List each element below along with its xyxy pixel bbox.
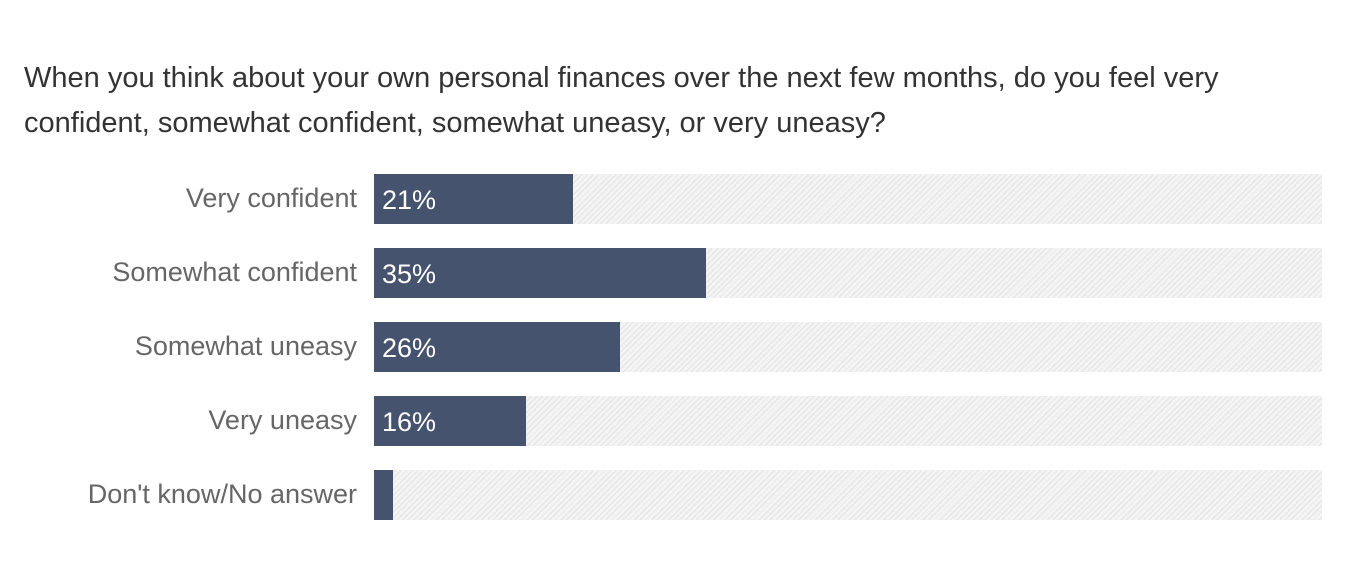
category-label: Very confident [185, 183, 357, 213]
bar [374, 470, 393, 520]
bar-row: Very confident 21% [0, 174, 1350, 224]
bar-row: Somewhat confident 35% [0, 248, 1350, 298]
bar-track: 21% [374, 174, 1322, 224]
chart-title: When you think about your own personal f… [24, 62, 1219, 139]
bar: 21% [374, 174, 573, 224]
category-label: Very uneasy [208, 405, 357, 435]
bar-track: 35% [374, 248, 1322, 298]
bar: 16% [374, 396, 526, 446]
bar: 35% [374, 248, 706, 298]
bar-track [374, 470, 1322, 520]
bar-value-label: 16% [382, 407, 437, 437]
category-label: Somewhat uneasy [134, 331, 357, 361]
bar-track: 26% [374, 322, 1322, 372]
bar-row: Somewhat uneasy 26% [0, 322, 1350, 372]
bar-row: Don't know/No answer [0, 470, 1350, 520]
bar-value-label: 26% [382, 333, 437, 363]
bar-value-label: 21% [382, 185, 437, 215]
bar-row: Very uneasy 16% [0, 396, 1350, 446]
bar-track: 16% [374, 396, 1322, 446]
category-label: Don't know/No answer [87, 479, 357, 509]
bar: 26% [374, 322, 620, 372]
bar-value-label: 35% [382, 259, 437, 289]
category-label: Somewhat confident [112, 257, 357, 287]
